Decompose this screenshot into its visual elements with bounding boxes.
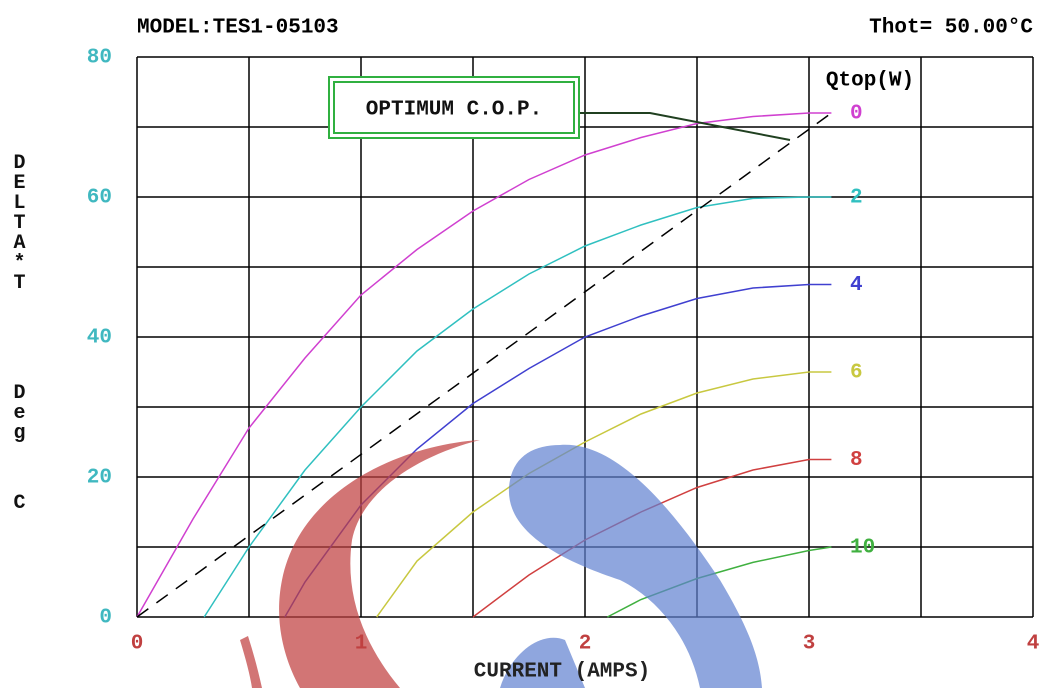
legend-label: 4 [850,274,863,297]
chart-title: MODEL:TES1-05103 [137,17,339,40]
x-tick-label: 2 [579,633,592,656]
x-tick-label: 0 [131,633,144,656]
legend-label: 6 [850,362,863,385]
y-tick-label: 40 [87,327,112,350]
legend-title: Qtop(W) [826,70,914,93]
page: DELTA*T Deg C MODEL:TES1-05103 Thot= 50.… [0,0,1049,688]
annotation: OPTIMUM C.O.P. [329,77,790,140]
legend-label: 8 [850,449,863,472]
y-tick-label: 80 [87,47,112,70]
y-tick-label: 0 [99,607,112,630]
chart: MODEL:TES1-05103 Thot= 50.00°C CURRENT (… [0,0,1049,688]
legend-label: 10 [850,537,875,560]
logo-red-sliver [240,636,262,688]
legend-label: 2 [850,187,863,210]
legend-label: 0 [850,103,863,126]
optimum-cop-line [137,113,831,617]
x-tick-label: 4 [1027,633,1040,656]
annotation-text: OPTIMUM C.O.P. [366,99,542,122]
x-tick-label: 3 [803,633,816,656]
chart-subtitle: Thot= 50.00°C [869,17,1033,40]
x-tick-label: 1 [355,633,368,656]
y-tick-label: 60 [87,187,112,210]
x-axis-label: CURRENT (AMPS) [474,661,650,684]
y-tick-label: 20 [87,467,112,490]
